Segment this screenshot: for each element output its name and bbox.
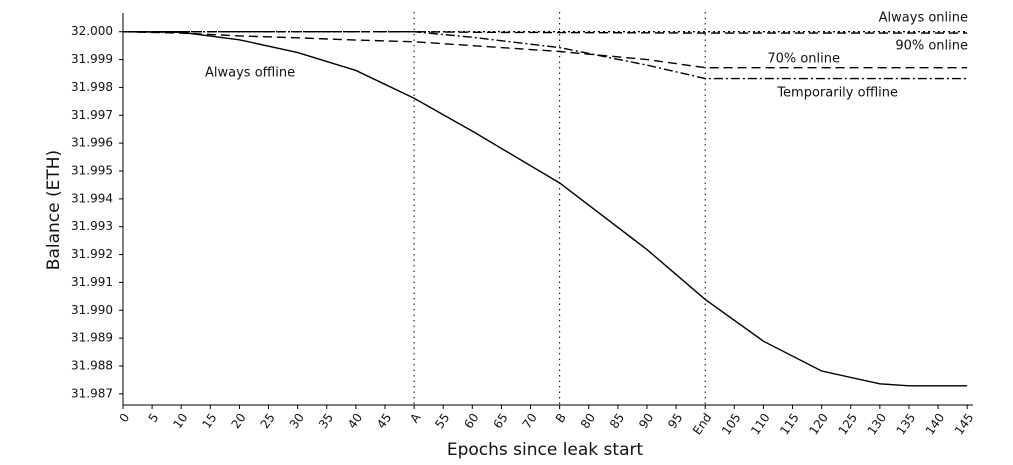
- x-tick-label: 80: [578, 411, 598, 432]
- y-tick-label: 31.987: [71, 386, 113, 400]
- y-tick-label: 31.992: [71, 247, 113, 261]
- x-axis-label: Epochs since leak start: [447, 440, 644, 460]
- series-label: Always offline: [205, 66, 295, 81]
- x-tick-label: 0: [116, 411, 132, 425]
- x-tick-label: 135: [894, 411, 919, 438]
- x-tick-label: 125: [835, 411, 860, 438]
- x-tick-label: 60: [461, 411, 481, 432]
- series-label: Always online: [879, 11, 968, 26]
- x-tick-label: 25: [258, 411, 278, 432]
- y-tick-label: 31.997: [71, 108, 113, 122]
- x-tick-label: 120: [806, 411, 831, 438]
- x-tick-label: 30: [287, 411, 307, 432]
- x-tick-label: 70: [520, 411, 540, 432]
- x-tick-label: 140: [923, 411, 948, 438]
- series-line: [123, 31, 968, 80]
- x-tick-label: A: [407, 410, 424, 425]
- x-tick-label: 115: [777, 411, 802, 438]
- x-tick-label: 105: [719, 411, 744, 438]
- series-line: [122, 31, 968, 387]
- x-tick-label: 110: [748, 411, 773, 438]
- y-tick-label: 31.999: [71, 52, 113, 66]
- x-tick-label: 145: [952, 411, 977, 438]
- x-tick-label: 85: [607, 411, 627, 432]
- x-tick-label: 20: [229, 411, 249, 432]
- y-tick-label: 31.988: [71, 359, 113, 373]
- x-tick-label: 130: [865, 411, 890, 438]
- y-tick-label: 31.990: [71, 303, 113, 317]
- x-tick-label: 40: [345, 411, 365, 432]
- x-tick-label: 5: [146, 411, 162, 425]
- x-tick-label: 35: [316, 411, 336, 432]
- x-tick-label: End: [690, 411, 715, 438]
- x-tick-label: 65: [491, 411, 511, 432]
- y-tick-label: 31.991: [71, 275, 113, 289]
- y-tick-label: 31.996: [71, 136, 113, 150]
- x-tick-label: 55: [432, 411, 452, 432]
- x-tick-label: 90: [636, 411, 656, 432]
- y-axis-label: Balance (ETH): [44, 150, 64, 270]
- x-tick-label: 15: [199, 411, 219, 432]
- y-tick-label: 31.994: [71, 191, 113, 205]
- y-tick-label: 31.998: [71, 80, 113, 94]
- x-tick-label: B: [553, 411, 569, 426]
- x-tick-label: 45: [374, 411, 394, 432]
- series-label: 90% online: [895, 39, 968, 54]
- series-label: Temporarily offline: [776, 86, 898, 101]
- y-tick-label: 31.995: [71, 164, 113, 178]
- y-tick-label: 32.000: [71, 24, 113, 38]
- series-line: [123, 31, 968, 34]
- series-line: [122, 31, 968, 69]
- x-tick-label: 10: [170, 411, 190, 432]
- series-label: 70% online: [767, 52, 840, 67]
- y-tick-label: 31.989: [71, 331, 113, 345]
- x-tick-label: 95: [665, 411, 685, 432]
- y-tick-label: 31.993: [71, 219, 113, 233]
